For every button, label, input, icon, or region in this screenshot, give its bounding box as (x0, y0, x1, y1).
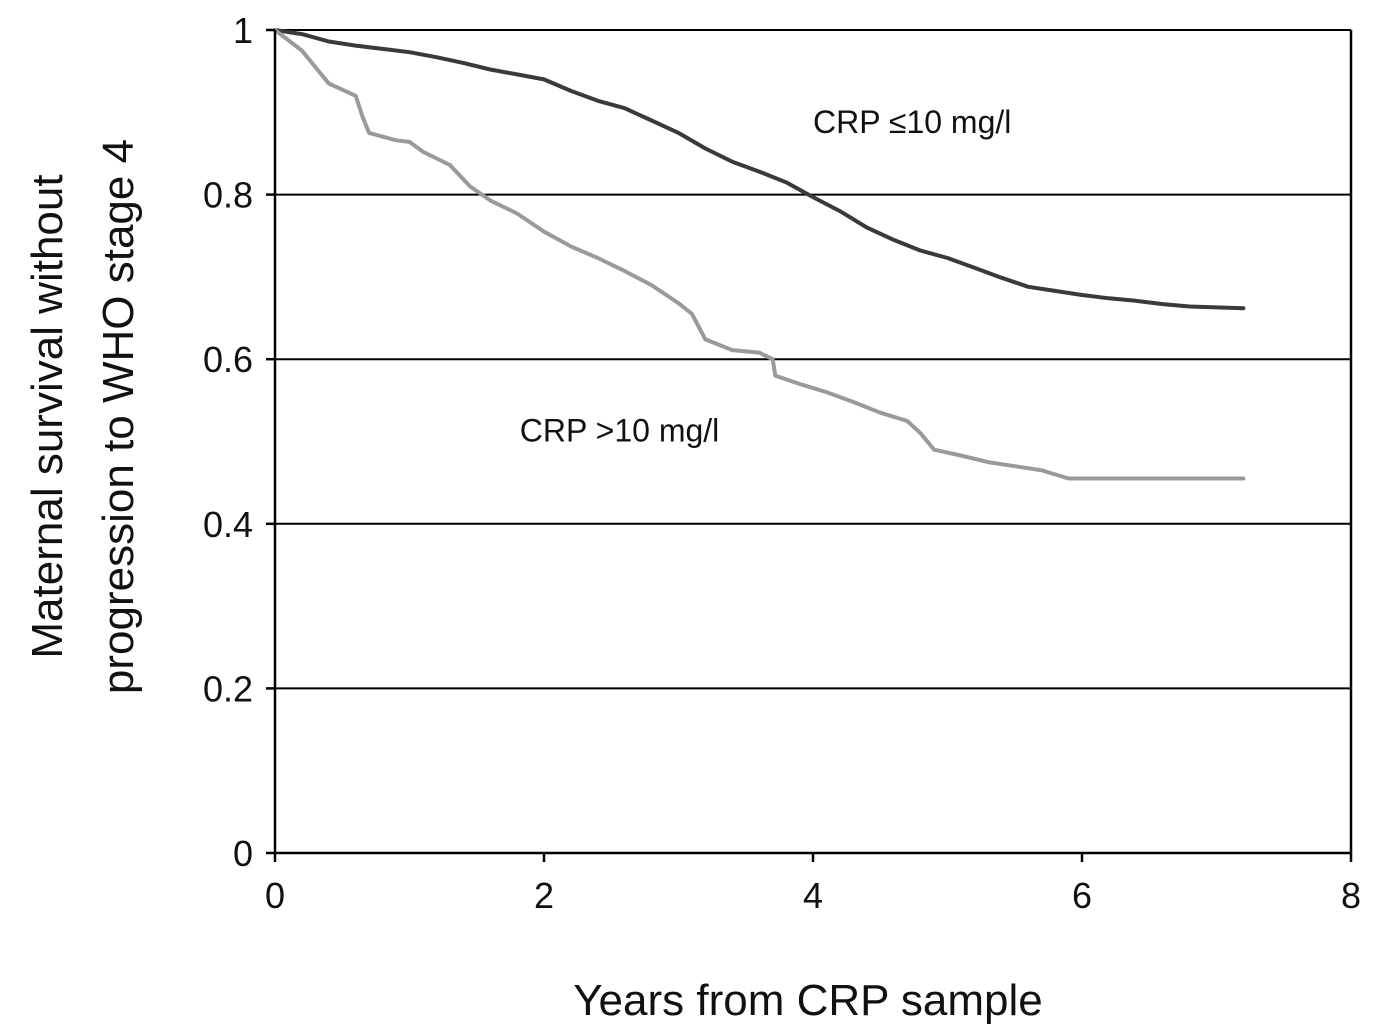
annotations: CRP ≤10 mg/l CRP >10 mg/l (520, 104, 1012, 449)
y-axis-ticks: 0 0.2 0.4 0.6 0.8 1 (203, 10, 275, 874)
x-tick-label-3: 6 (1072, 875, 1092, 916)
annotation-1: CRP >10 mg/l (520, 413, 720, 449)
y-tick-label-3: 0.6 (203, 339, 253, 380)
y-tick-label-2: 0.4 (203, 504, 253, 545)
plot-frame (273, 30, 1353, 855)
y-axis-title-line-1: Maternal survival without (23, 174, 72, 658)
y-tick-label-5: 1 (233, 10, 253, 51)
y-tick-label-0: 0 (233, 833, 253, 874)
x-axis-ticks: 0 2 4 6 8 (265, 853, 1361, 916)
gridlines (275, 29, 1351, 690)
y-tick-label-4: 0.8 (203, 175, 253, 216)
annotation-0: CRP ≤10 mg/l (813, 104, 1011, 140)
series-line-0 (273, 28, 1246, 311)
y-axis-title-line-2: progression to WHO stage 4 (94, 139, 143, 694)
x-tick-label-2: 4 (803, 875, 823, 916)
x-tick-label-0: 0 (265, 875, 285, 916)
x-tick-label-4: 8 (1341, 875, 1361, 916)
series-group (273, 28, 1246, 481)
series-line-1 (273, 28, 1246, 481)
x-axis-title: Years from CRP sample (573, 976, 1043, 1025)
y-tick-label-1: 0.2 (203, 668, 253, 709)
x-tick-label-1: 2 (534, 875, 554, 916)
